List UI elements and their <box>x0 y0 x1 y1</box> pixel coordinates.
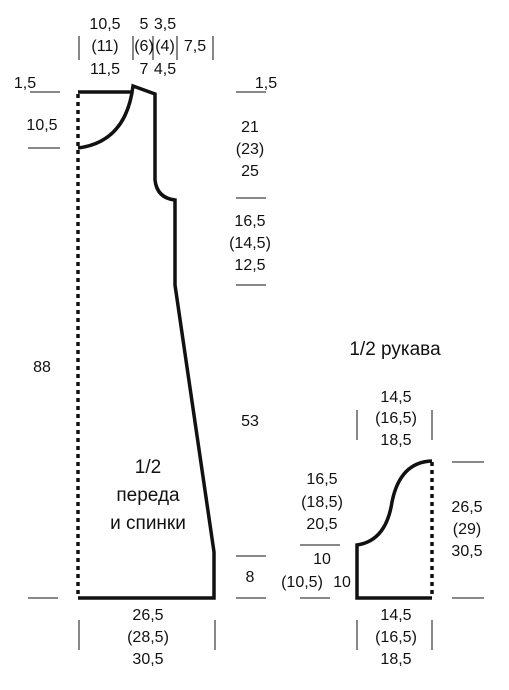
label: 25 <box>241 163 259 180</box>
label: 11,5 <box>90 61 120 78</box>
title: переда <box>116 485 180 506</box>
body-shape <box>76 83 216 600</box>
label: (23) <box>236 141 264 158</box>
label: 30,5 <box>132 651 163 668</box>
label: (10,5) <box>281 574 323 591</box>
label: (16,5) <box>375 410 417 427</box>
label: (29) <box>453 521 481 538</box>
label: 10,5 <box>89 16 120 33</box>
title: 1/2 <box>135 457 161 478</box>
label: 7,5 <box>184 38 206 55</box>
label: 3,5 <box>154 16 176 33</box>
title: 1/2 рукава <box>349 339 441 360</box>
label: 10,5 <box>26 117 57 134</box>
label: (14,5) <box>229 235 271 252</box>
label: 88 <box>33 359 51 376</box>
label: (16,5) <box>375 629 417 646</box>
label: (11) <box>91 38 118 55</box>
label: 18,5 <box>380 651 411 668</box>
label: 12,5 <box>234 257 265 274</box>
label: 21 <box>241 119 259 136</box>
label: 18,5 <box>380 432 411 449</box>
label: 1,5 <box>14 75 36 92</box>
label: 10 <box>313 551 331 568</box>
label: 26,5 <box>132 607 163 624</box>
labels: 10,5 (11) 11,5 5 (6) 7 3,5 (4) 4,5 7,5 1… <box>14 16 483 668</box>
outline <box>355 459 433 600</box>
outline <box>77 83 216 600</box>
label: 30,5 <box>451 543 482 560</box>
label: 1,5 <box>255 75 277 92</box>
label: (18,5) <box>301 494 343 511</box>
label: 5 <box>140 16 149 33</box>
label: 14,5 <box>380 389 411 406</box>
title: и спинки <box>110 513 186 534</box>
label: 7 <box>140 61 149 78</box>
label: (6) <box>134 38 154 55</box>
label: 16,5 <box>234 213 265 230</box>
label: 20,5 <box>306 516 337 533</box>
label: 53 <box>241 413 259 430</box>
label: 14,5 <box>380 607 411 624</box>
label: 26,5 <box>451 499 482 516</box>
label: (4) <box>155 38 175 55</box>
label: 8 <box>246 569 255 586</box>
label: 16,5 <box>306 471 337 488</box>
dimension-lines <box>28 36 484 650</box>
label: 10 <box>333 574 351 591</box>
sleeve-shape <box>355 459 434 600</box>
label: (28,5) <box>127 629 169 646</box>
label: 4,5 <box>154 61 176 78</box>
